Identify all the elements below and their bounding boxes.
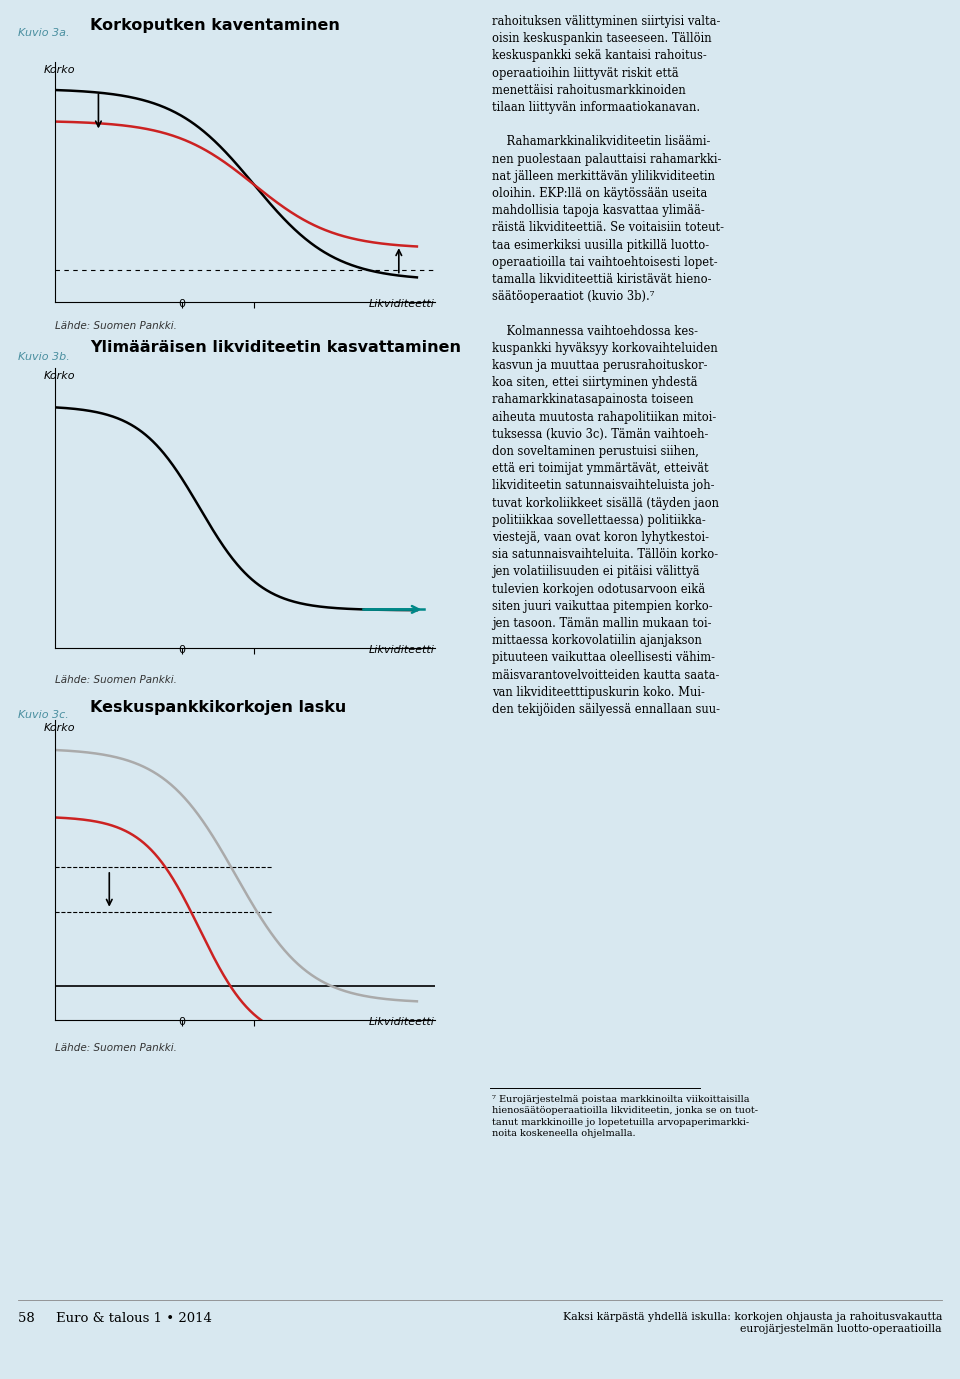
Text: Kuvio 3a.: Kuvio 3a. [18,28,69,39]
Text: Kuvio 3c.: Kuvio 3c. [18,710,69,720]
Text: 0: 0 [179,1018,185,1027]
Text: Ylimääräisen likviditeetin kasvattaminen: Ylimääräisen likviditeetin kasvattaminen [90,341,461,354]
Text: 0: 0 [179,645,185,655]
Text: Kuvio 3b.: Kuvio 3b. [18,352,70,363]
Text: Likviditeetti: Likviditeetti [370,1018,435,1027]
Text: Lähde: Suomen Pankki.: Lähde: Suomen Pankki. [55,321,177,331]
Text: Likviditeetti: Likviditeetti [370,645,435,655]
Text: Korko: Korko [44,723,76,732]
Text: ⁷ Eurojärjestelmä poistaa markkinoilta viikoittaisilla
hienosäätöoperaatioilla l: ⁷ Eurojärjestelmä poistaa markkinoilta v… [492,1095,758,1138]
Text: Korko: Korko [44,65,76,74]
Text: 58     Euro & talous 1 • 2014: 58 Euro & talous 1 • 2014 [18,1311,212,1325]
Text: Lähde: Suomen Pankki.: Lähde: Suomen Pankki. [55,674,177,685]
Text: Kaksi kärpästä yhdellä iskulla: korkojen ohjausta ja rahoitusvakautta
eurojärjes: Kaksi kärpästä yhdellä iskulla: korkojen… [563,1311,942,1335]
Text: Lähde: Suomen Pankki.: Lähde: Suomen Pankki. [55,1043,177,1052]
Text: Korko: Korko [44,371,76,381]
Text: Likviditeetti: Likviditeetti [370,299,435,309]
Text: 0: 0 [179,299,185,309]
Text: rahoituksen välittyminen siirtyisi valta-
oisin keskuspankin taseeseen. Tällöin
: rahoituksen välittyminen siirtyisi valta… [492,15,724,716]
Text: Keskuspankkikorkojen lasku: Keskuspankkikorkojen lasku [90,701,347,714]
Text: Korkoputken kaventaminen: Korkoputken kaventaminen [90,18,340,33]
